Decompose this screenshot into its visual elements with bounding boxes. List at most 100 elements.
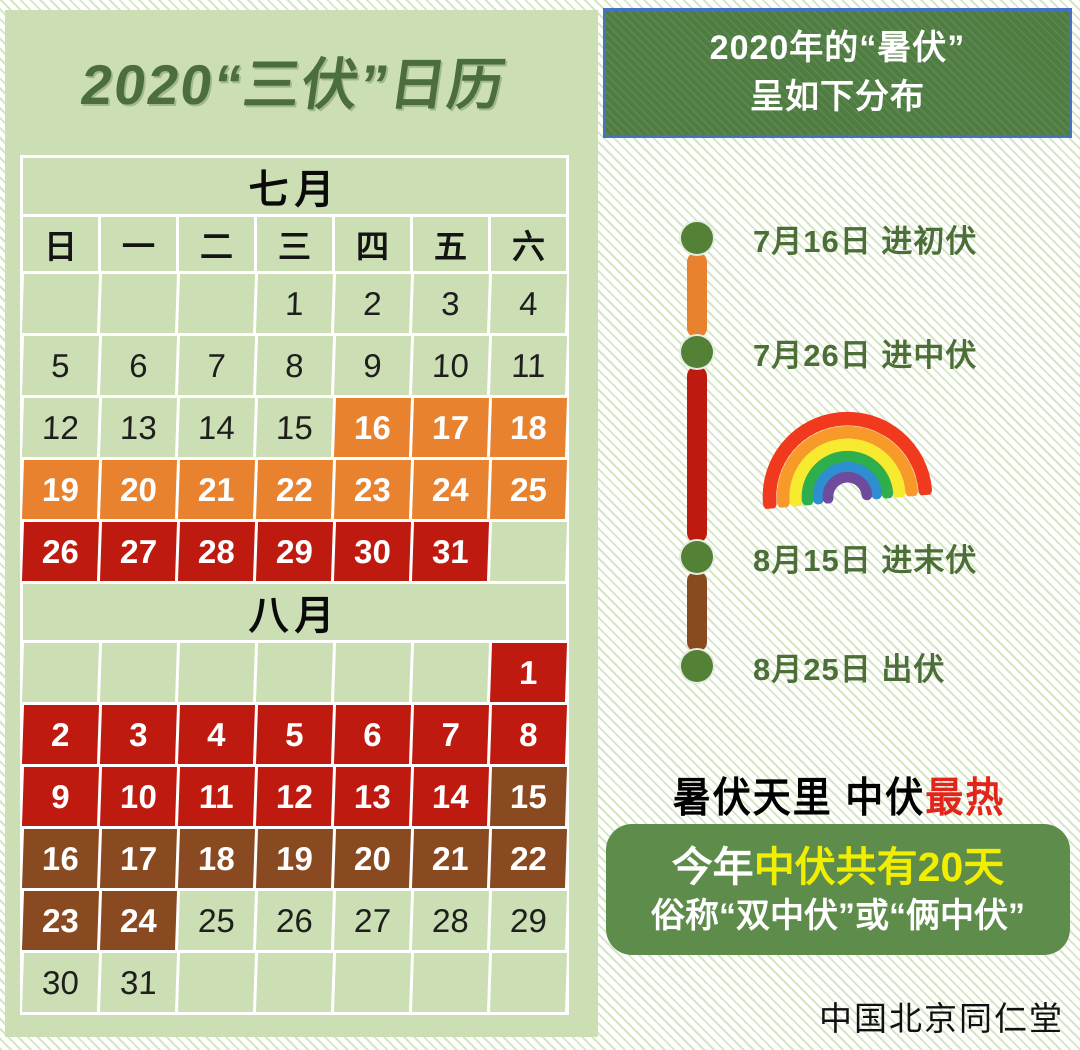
calendar-day-cell xyxy=(255,643,334,702)
calendar-day-cell: 21 xyxy=(411,829,490,888)
calendar-day-cell: 25 xyxy=(177,891,256,950)
timeline-label: 8月15日 进末伏 xyxy=(753,542,978,578)
calendar-day-cell xyxy=(333,953,412,1012)
calendar-day-cell: 22 xyxy=(489,829,568,888)
calendar-day-cell: 17 xyxy=(99,829,178,888)
rainbow-arc xyxy=(789,438,906,508)
calendar-day-cell: 17 xyxy=(411,398,490,457)
hottest-caption: 暑伏天里 中伏最热 xyxy=(598,764,1080,823)
calendar-day-cell: 24 xyxy=(411,460,490,519)
double-zhongfu-note-box: 今年中伏共有20天 俗称“双中伏”或“俩中伏” xyxy=(606,824,1070,955)
calendar-day-cell xyxy=(177,953,256,1012)
timeline-dot xyxy=(679,220,715,256)
calendar-title: 2020“三伏”日历 xyxy=(77,52,511,116)
timeline-label: 7月26日 进中伏 xyxy=(753,337,978,373)
calendar-day-cell xyxy=(333,643,412,702)
calendar-day-cell: 16 xyxy=(333,398,412,457)
calendar-day-cell: 13 xyxy=(99,398,178,457)
calendar-day-cell: 7 xyxy=(177,336,256,395)
distribution-header-line1: 2020年的“暑伏” xyxy=(709,28,966,67)
calendar-day-cell: 23 xyxy=(21,891,100,950)
rainbow-arc xyxy=(822,471,873,504)
calendar-day-cell: 12 xyxy=(255,767,334,826)
calendar-day-cell xyxy=(177,643,256,702)
brand-name: 中国北京同仁堂 xyxy=(819,1002,1064,1038)
calendar-day-cell: 2 xyxy=(333,274,412,333)
calendar-day-cell xyxy=(99,274,178,333)
calendar-day-cell xyxy=(489,522,568,581)
timeline-label: 8月25日 出伏 xyxy=(753,651,946,687)
calendar-day-cell: 1 xyxy=(255,274,334,333)
calendar-day-cell xyxy=(21,643,100,702)
calendar-day-cell: 11 xyxy=(489,336,568,395)
calendar-day-cell: 18 xyxy=(177,829,256,888)
calendar-day-cell: 8 xyxy=(255,336,334,395)
timeline-dot xyxy=(679,648,715,684)
calendar-day-cell: 15 xyxy=(489,767,568,826)
calendar-day-cell: 19 xyxy=(21,460,100,519)
calendar-panel: 2020“三伏”日历 七月日一二三四五六 1 2 3 4 5 6 7 8 9 10 11 12 13 14 1… xyxy=(5,10,598,1037)
calendar-day-cell: 23 xyxy=(333,460,412,519)
calendar-day-cell xyxy=(177,274,256,333)
rainbow-arc xyxy=(776,426,918,509)
note-line1-white: 今年 xyxy=(671,843,754,890)
calendar-day-cell: 8 xyxy=(489,705,568,764)
weekday-header: 日 xyxy=(23,217,98,271)
rainbow-arc xyxy=(762,411,933,511)
calendar-day-cell xyxy=(99,643,178,702)
note-line1-yellow: 中伏共有20天 xyxy=(753,843,1005,890)
calendar-day-cell: 30 xyxy=(21,953,100,1012)
calendar-day-cell: 4 xyxy=(489,274,568,333)
calendar-day-cell: 24 xyxy=(99,891,178,950)
calendar-day-cell: 29 xyxy=(489,891,568,950)
calendar-day-cell: 10 xyxy=(99,767,178,826)
month-header: 七月 xyxy=(23,158,566,214)
calendar-day-cell: 6 xyxy=(333,705,412,764)
hottest-caption-red: 最热 xyxy=(925,775,1006,822)
calendar-day-cell: 10 xyxy=(411,336,490,395)
calendar-day-cell: 3 xyxy=(411,274,490,333)
distribution-header-line2: 呈如下分布 xyxy=(750,78,925,116)
timeline-segment xyxy=(687,571,707,652)
calendar-day-cell xyxy=(21,274,100,333)
calendar-day-cell: 4 xyxy=(177,705,256,764)
calendar-day-cell: 9 xyxy=(333,336,412,395)
timeline-label: 7月16日 进初伏 xyxy=(753,223,978,259)
weekday-header: 五 xyxy=(413,217,488,271)
calendar-day-cell: 1 xyxy=(489,643,568,702)
rainbow-arc xyxy=(801,450,894,506)
calendar-day-cell: 14 xyxy=(177,398,256,457)
calendar-day-cell: 26 xyxy=(21,522,100,581)
calendar-day-cell: 30 xyxy=(333,522,412,581)
rainbow-icon xyxy=(762,411,933,511)
timeline-segment xyxy=(687,252,707,338)
calendar-day-cell: 28 xyxy=(177,522,256,581)
timeline-dot xyxy=(679,334,715,370)
calendar-day-cell: 22 xyxy=(255,460,334,519)
calendar-day-cell: 11 xyxy=(177,767,256,826)
calendar-day-cell: 28 xyxy=(411,891,490,950)
calendar-day-cell: 5 xyxy=(21,336,100,395)
timeline-segment xyxy=(687,366,707,543)
calendar-day-cell: 21 xyxy=(177,460,256,519)
calendar-day-cell: 15 xyxy=(255,398,334,457)
calendar-day-cell: 5 xyxy=(255,705,334,764)
calendar-day-cell: 29 xyxy=(255,522,334,581)
calendar-grid: 七月日一二三四五六 1 2 3 4 5 6 7 8 9 10 11 12 13 14 15 16 17 18 19 20… xyxy=(20,155,569,1015)
calendar-day-cell: 13 xyxy=(333,767,412,826)
calendar-day-cell: 16 xyxy=(21,829,100,888)
weekday-header: 一 xyxy=(101,217,176,271)
note-line2: 俗称“双中伏”或“俩中伏” xyxy=(651,897,1025,936)
calendar-day-cell: 18 xyxy=(489,398,568,457)
calendar-day-cell xyxy=(489,953,568,1012)
calendar-day-cell: 31 xyxy=(411,522,490,581)
timeline-dot xyxy=(679,539,715,575)
calendar-day-cell: 31 xyxy=(99,953,178,1012)
weekday-header: 四 xyxy=(335,217,410,271)
calendar-day-cell: 6 xyxy=(99,336,178,395)
calendar-day-cell xyxy=(411,643,490,702)
calendar-day-cell: 26 xyxy=(255,891,334,950)
distribution-panel: 2020年的“暑伏” 呈如下分布 暑伏天里 中伏最热 今年中伏共有20天 俗称“… xyxy=(598,0,1080,1050)
calendar-day-cell: 14 xyxy=(411,767,490,826)
calendar-day-cell xyxy=(255,953,334,1012)
